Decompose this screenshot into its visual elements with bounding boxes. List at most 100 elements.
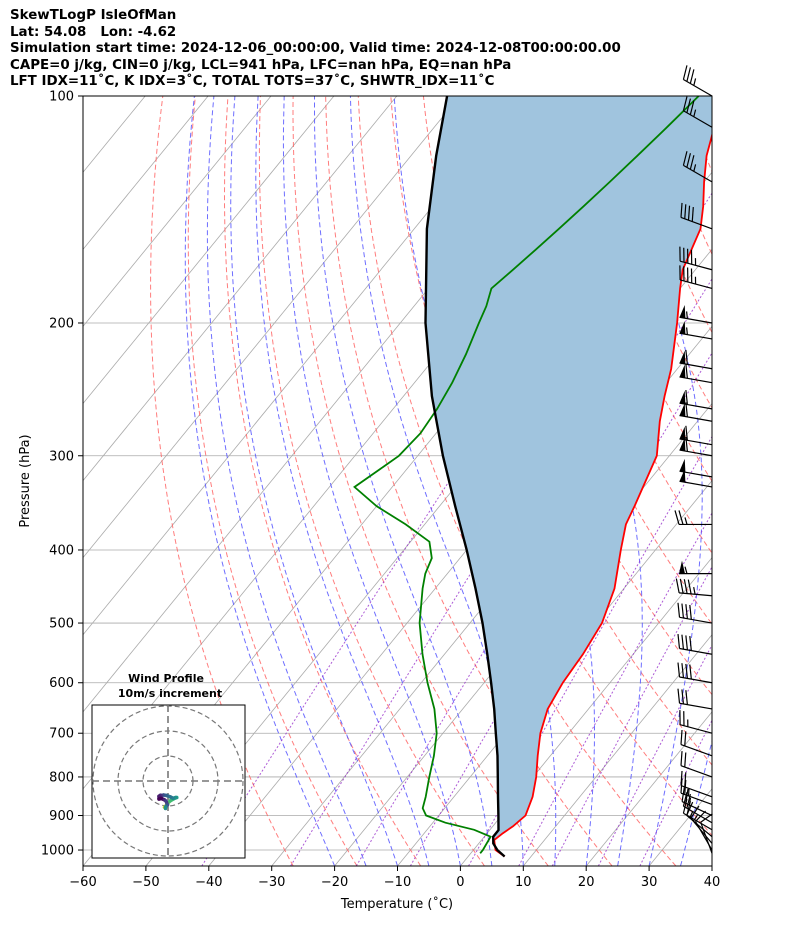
wind-barb	[679, 349, 713, 370]
wind-barb-staff	[683, 110, 713, 128]
wind-barb-full	[687, 579, 692, 595]
wind-barb-full	[681, 689, 685, 704]
wind-barb-flag	[679, 350, 686, 365]
wind-barb	[679, 560, 712, 575]
wind-barb	[679, 363, 713, 384]
wind-barb-half	[692, 814, 698, 822]
wind-barb-half	[684, 517, 688, 525]
wind-barb	[680, 729, 713, 757]
wind-barb	[679, 390, 713, 410]
moist-adiabat-line	[255, 96, 430, 866]
isotherm-line	[585, 711, 712, 866]
dry-adiabat-line	[357, 96, 677, 866]
y-tick-label: 200	[49, 316, 74, 331]
wind-barb	[679, 246, 713, 271]
wind-barb-half	[687, 788, 690, 796]
dry-adiabat-line	[292, 96, 549, 866]
index-line: LFT IDX=11˚C, K IDX=3˚C, TOTAL TOTS=37˚C…	[10, 74, 495, 90]
wind-barb	[679, 425, 713, 446]
cape-line: CAPE=0 j/kg, CIN=0 j/kg, LCL=941 hPa, LF…	[10, 57, 512, 73]
wind-barb-full	[689, 664, 692, 680]
wind-barb-flag	[679, 468, 686, 483]
wind-barb-full	[685, 604, 688, 619]
wind-barb	[674, 510, 712, 526]
wind-barb-flag	[679, 304, 686, 319]
mixing-ratio-line	[518, 512, 712, 866]
wind-barb-flag	[679, 403, 686, 417]
wind-barb-full	[683, 579, 688, 594]
wind-barb-full	[686, 793, 692, 809]
wind-barb-full	[685, 436, 688, 452]
cape-cin-shading	[425, 96, 712, 857]
wind-barb-half	[693, 78, 697, 86]
isotherm-line	[775, 96, 794, 866]
wind-barb-full	[684, 731, 687, 746]
y-axis-label: Pressure (hPa)	[18, 434, 33, 527]
wind-barb	[682, 151, 713, 183]
hodograph-rings	[92, 705, 245, 858]
y-tick-label: 800	[49, 770, 74, 785]
wind-barb-staff	[680, 765, 713, 778]
wind-barb	[680, 202, 713, 230]
dry-adiabat-line	[390, 96, 712, 837]
wind-barb-full	[681, 663, 685, 678]
wind-barb-full	[689, 604, 692, 620]
inset-subtitle: 10m/s increment	[118, 687, 222, 700]
x-tick-label: −40	[195, 875, 222, 890]
wind-barb-half	[693, 586, 696, 595]
wind-barb-full	[677, 688, 681, 704]
wind-barb-flag	[679, 320, 686, 335]
isotherm-line	[711, 865, 712, 866]
isotherm-line	[83, 96, 461, 559]
chart-title: SkewTLogP IsleOfMan	[10, 8, 177, 23]
wind-barb-full	[689, 100, 695, 115]
wind-barb-staff	[679, 438, 713, 446]
wind-barb-staff	[679, 449, 713, 457]
x-tick-label: −30	[258, 875, 285, 890]
wind-barb-half	[686, 311, 688, 319]
wind-barb	[682, 96, 713, 128]
moist-adiabat-line	[206, 96, 367, 866]
wind-barb	[679, 320, 713, 340]
time-line: Simulation start time: 2024-12-06_00:00:…	[10, 41, 621, 57]
hodograph-inset: Wind Profile 10m/s increment	[91, 672, 246, 859]
dry-adiabat-line	[187, 96, 358, 866]
x-tick-label: 30	[641, 875, 658, 890]
wind-barb-full	[681, 603, 685, 619]
dry-adiabat-line	[713, 85, 794, 866]
wind-barb-flag	[679, 390, 686, 405]
wind-barb-full	[685, 363, 688, 379]
wind-barb-full	[685, 402, 688, 417]
wind-barb-flag	[679, 437, 686, 452]
x-tick-label: −50	[132, 875, 159, 890]
y-tick-label: 500	[49, 617, 74, 632]
wind-barb-staff	[679, 332, 713, 340]
wind-barb-full	[678, 510, 684, 525]
isotherm-line	[334, 402, 712, 866]
wind-barb-full	[681, 787, 685, 802]
plot-area	[83, 85, 794, 866]
inset-title: Wind Profile	[128, 672, 204, 685]
wind-barb	[686, 801, 713, 838]
wind-barb	[677, 633, 713, 655]
isotherm-line	[83, 96, 209, 250]
wind-barb-full	[690, 805, 700, 819]
moist-adiabat-line	[282, 96, 461, 866]
wind-barb-staff	[679, 702, 713, 710]
wind-barb-staff	[680, 784, 713, 798]
wind-barb-full	[689, 155, 695, 170]
wind-barb-full	[687, 205, 691, 221]
dry-adiabat-line	[520, 96, 712, 555]
wind-barb-half	[689, 811, 694, 819]
wind-barb-staff	[679, 676, 713, 684]
wind-barb-full	[682, 791, 688, 807]
wind-barb	[700, 813, 713, 854]
wind-barb	[675, 578, 713, 597]
wind-barb-flag	[679, 426, 686, 440]
y-tick-label: 600	[49, 676, 74, 691]
isotherm-line	[83, 96, 335, 405]
x-tick-label: −20	[321, 875, 348, 890]
dewpoint-line	[353, 96, 700, 854]
y-axis-ticks: 100 200 300 400 500 600 700 800 900 1000	[41, 90, 83, 859]
wind-barb	[682, 65, 713, 97]
